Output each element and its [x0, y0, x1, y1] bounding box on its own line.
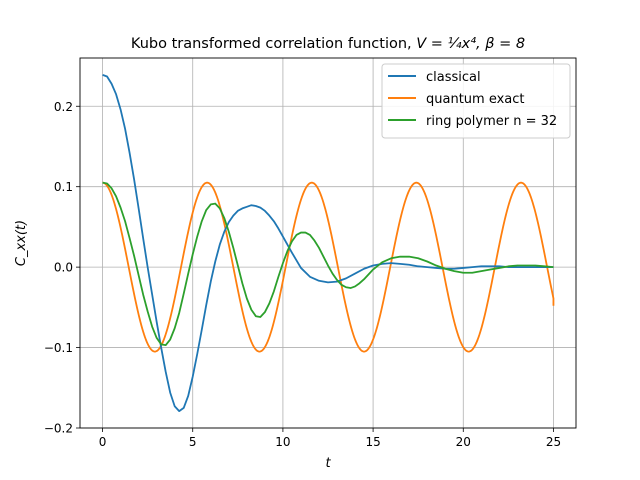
- series-line-ring-polymer-n-32: [102, 181, 554, 347]
- y-tick-label: 0.1: [54, 180, 73, 194]
- legend-label-quantum: quantum exact: [426, 92, 525, 107]
- y-tick-label: −0.1: [44, 341, 73, 355]
- x-tick-label: 15: [365, 435, 380, 449]
- chart-title: Kubo transformed correlation function, V…: [131, 36, 525, 52]
- chart-title-text: Kubo transformed correlation function,: [131, 36, 416, 52]
- plot-area: [102, 74, 555, 413]
- series-line-quantum-exact: [102, 181, 555, 353]
- x-axis-label: t: [325, 456, 331, 471]
- x-tick-label: 25: [546, 435, 561, 449]
- x-tick-label: 0: [99, 435, 107, 449]
- legend-label-ring-polymer: ring polymer n = 32: [426, 114, 557, 129]
- legend-box: [381, 63, 571, 139]
- x-tick-label: 20: [456, 435, 471, 449]
- y-axis-label: C_xx(t): [14, 220, 29, 266]
- x-tick-label: 10: [275, 435, 290, 449]
- y-tick-label: −0.2: [44, 422, 73, 436]
- y-tick-label: 0.0: [54, 261, 73, 275]
- x-tick-label: 5: [189, 435, 197, 449]
- axis-ticks: 0 5 10 15 20 25 −0.2 −0.1 0.0 0.1 0.2: [44, 100, 561, 449]
- legend: classical quantum exact ring polymer n =…: [381, 63, 571, 139]
- axes-frame: [79, 57, 577, 429]
- legend-label-classical: classical: [426, 70, 481, 85]
- chart-title-math: V = ¼x⁴, β = 8: [416, 36, 525, 52]
- y-tick-label: 0.2: [54, 100, 73, 114]
